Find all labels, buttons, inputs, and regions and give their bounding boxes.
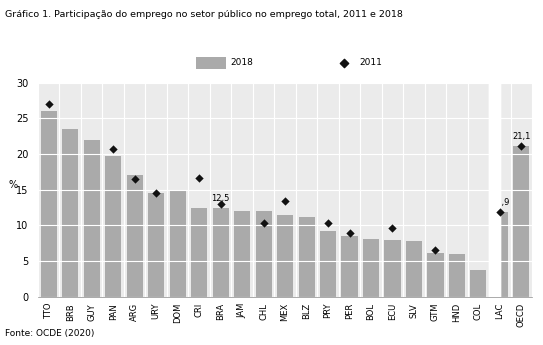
Point — [195, 175, 204, 180]
FancyBboxPatch shape — [196, 57, 226, 69]
Bar — [256, 211, 272, 297]
Bar — [470, 269, 487, 297]
Bar — [41, 111, 57, 297]
Bar — [449, 254, 465, 297]
Text: Gráfico 1. Participação do emprego no setor público no emprego total, 2011 e 201: Gráfico 1. Participação do emprego no se… — [5, 10, 403, 19]
Bar — [342, 236, 358, 297]
Bar — [191, 208, 207, 297]
Point — [152, 190, 161, 195]
Point — [388, 225, 397, 230]
Bar — [384, 240, 401, 297]
Bar — [234, 211, 250, 297]
Point — [259, 220, 268, 226]
Bar — [513, 146, 529, 297]
Text: 12,5: 12,5 — [211, 194, 230, 203]
Bar — [489, 83, 500, 297]
Point — [130, 176, 139, 182]
Bar — [84, 140, 100, 297]
Bar — [492, 212, 508, 297]
Point — [340, 60, 349, 66]
Point — [431, 248, 440, 253]
Bar — [212, 208, 229, 297]
Point — [109, 146, 117, 152]
Bar — [127, 176, 143, 297]
Point — [45, 101, 53, 107]
Bar — [363, 239, 379, 297]
Text: 2011: 2011 — [359, 58, 382, 68]
Point — [345, 230, 354, 235]
Bar — [148, 193, 164, 297]
Point — [281, 198, 289, 204]
Point — [496, 209, 504, 215]
Y-axis label: %: % — [9, 180, 17, 190]
Bar — [105, 156, 121, 297]
Point — [216, 201, 225, 207]
Bar — [406, 241, 422, 297]
Bar — [299, 217, 314, 297]
Text: Fonte: OCDE (2020): Fonte: OCDE (2020) — [5, 329, 95, 338]
Bar — [169, 191, 186, 297]
Point — [324, 220, 332, 226]
Bar — [489, 83, 500, 297]
Bar — [277, 215, 293, 297]
Point — [517, 144, 526, 149]
Text: 11,9: 11,9 — [491, 198, 509, 207]
Bar — [320, 231, 336, 297]
Bar — [62, 129, 78, 297]
Bar — [427, 253, 444, 297]
Text: 2018: 2018 — [231, 58, 254, 68]
Text: 21,1: 21,1 — [512, 132, 531, 141]
